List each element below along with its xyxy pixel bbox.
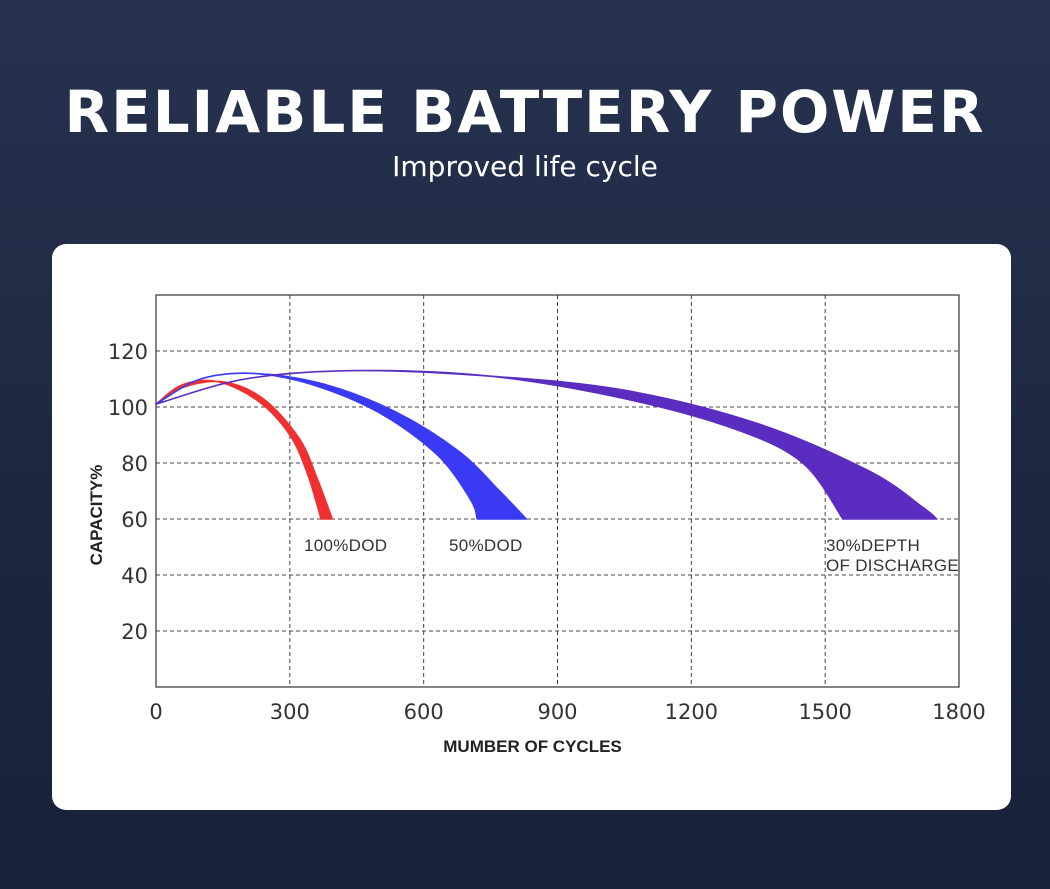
y-tick-label-40: 40 [121,564,148,588]
x-tick-label-1200: 1200 [665,700,718,724]
series-label-3-line-1: 30%DEPTH [826,536,920,555]
y-tick-label-100: 100 [108,396,148,420]
y-tick-label-20: 20 [121,620,148,644]
x-tick-label-1800: 1800 [932,700,985,724]
y-tick-label-80: 80 [121,452,148,476]
series-label-3-line-2: OF DISCHARGE [826,556,959,575]
y-tick-label-120: 120 [108,340,148,364]
series-band-3 [155,369,938,520]
series-label-1-line-1: 100%DOD [304,536,387,555]
plot-frame [155,294,960,688]
series-band-1 [155,379,334,520]
x-axis-title: MUMBER OF CYCLES [443,737,622,756]
chart-card: 100%DOD 50%DOD 30%DEPTH OF DISCHARGE 20 40 60 8… [52,244,1011,810]
y-axis-title: CAPACITY% [87,465,106,566]
y-tick-label-60: 60 [121,508,148,532]
page-title: RELIABLE BATTERY POWER [64,78,986,146]
x-tick-label-1500: 1500 [798,700,851,724]
x-tick-label-900: 900 [537,700,577,724]
x-tick-label-0: 0 [149,700,162,724]
series-label-2-line-1: 50%DOD [449,536,523,555]
page-subtitle: Improved life cycle [392,150,658,183]
x-tick-label-300: 300 [270,700,310,724]
x-tick-label-600: 600 [404,700,444,724]
series-band-2 [155,372,528,520]
